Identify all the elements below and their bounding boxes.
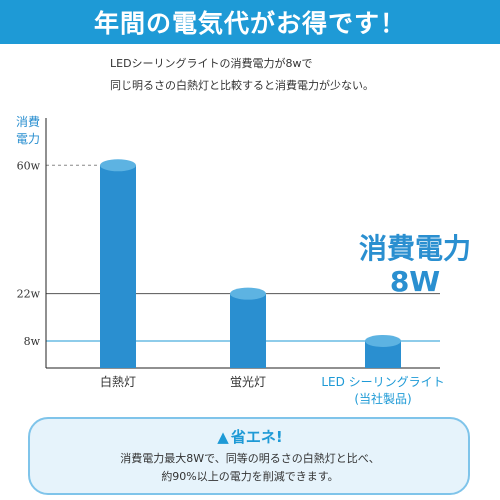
- energy-saving-box: [28, 417, 470, 495]
- energy-saving-title: ▲ 省エネ!: [0, 426, 500, 447]
- callout-value: 8W: [389, 265, 441, 298]
- y-tick-label: 8w: [24, 335, 41, 348]
- bar-top: [230, 287, 266, 300]
- energy-saving-text-1: 消費電力最大8Wで、同等の明るさの白熱灯と比べ、: [120, 452, 380, 465]
- description-line-2: 同じ明るさの白熱灯と比較すると消費電力が少ない。: [110, 79, 374, 92]
- description-line-1: LEDシーリングライトの消費電力が8wで: [110, 57, 313, 70]
- y-tick-label: 60w: [17, 159, 41, 172]
- x-category-label: 白熱灯: [100, 374, 136, 389]
- x-category-label: 蛍光灯: [230, 375, 266, 389]
- bar: [230, 293, 266, 368]
- x-category-sublabel: (当社製品): [354, 391, 411, 406]
- bar-top: [100, 159, 136, 172]
- x-category-label: LED シーリングライト: [321, 375, 444, 389]
- power-consumption-chart: 消費電力 60w 22w 8w 白熱灯 蛍光灯 LED シーリングライト (当社製品): [16, 114, 445, 406]
- callout-label: 消費電力: [358, 232, 471, 265]
- triangle-icon: ▲: [217, 428, 229, 446]
- header-banner: [0, 0, 500, 44]
- banner-title: 年間の電気代がお得です！: [93, 9, 406, 38]
- energy-saving-title-text: 省エネ!: [230, 428, 283, 446]
- y-axis-label: 消費: [16, 114, 40, 129]
- y-axis-label: 電力: [16, 132, 40, 146]
- bar-top: [365, 334, 401, 347]
- y-tick-label: 22w: [17, 288, 41, 301]
- energy-saving-text-2: 約90%以上の電力を削減できます。: [161, 470, 339, 483]
- bar: [100, 165, 136, 368]
